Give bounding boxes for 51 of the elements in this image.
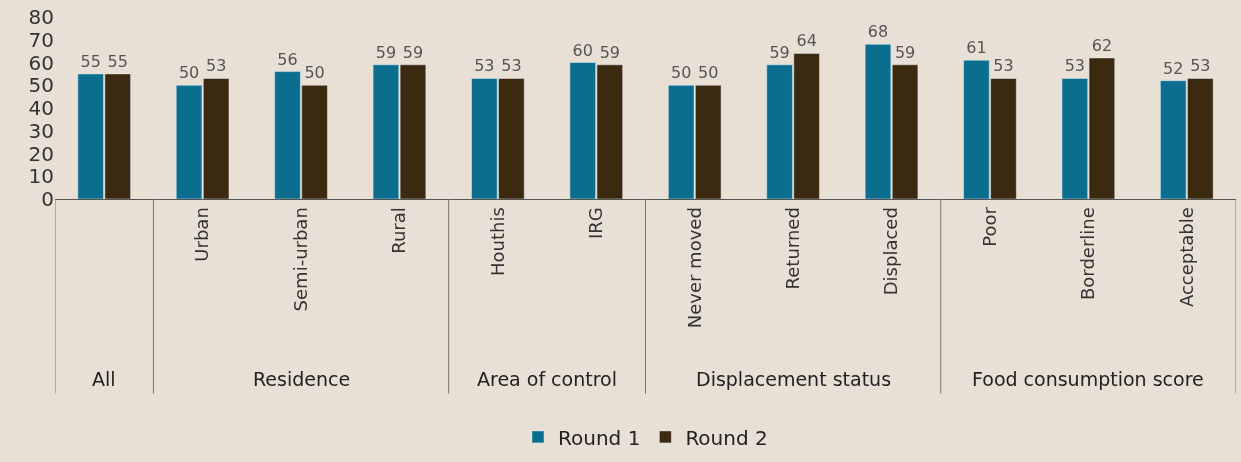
data-label: 53 [993,56,1014,76]
data-label: 59 [402,42,424,62]
y-tick-label: 70 [28,27,54,52]
data-label: 50 [178,63,200,83]
text: Displacement status [696,368,892,390]
data-label: 64 [796,31,817,51]
data-label: 53 [205,56,227,76]
x-tick-label: Returned [781,207,803,290]
data-label: 55 [80,51,101,71]
x-tick-label: Borderline [1077,207,1099,301]
x-tick-label: Acceptable [1175,207,1197,308]
y-tick-label: 0 [41,187,54,211]
text: Food consumption score [972,368,1204,390]
data-label: 53 [474,56,495,76]
x-tick-label: Houthis [486,207,508,277]
data-label: 52 [1163,58,1184,78]
data-label: 55 [107,51,128,71]
data-label: 50 [698,63,719,83]
data-label: 59 [769,42,790,62]
y-tick-label: 40 [28,96,54,120]
y-tick-label: 60 [28,50,54,75]
data-label: 59 [894,42,916,62]
y-tick-label: 10 [28,164,54,189]
x-tick-label: Displaced [880,207,902,296]
data-label: 50 [671,63,692,83]
text: Residence [253,368,351,390]
legend-label: Round 1 [558,425,641,450]
y-tick-label: 80 [28,5,54,29]
text: All [92,368,116,390]
y-tick-label: 50 [28,73,54,98]
x-tick-label: Rural [388,207,410,254]
legend-label: Round 2 [685,425,768,450]
data-label: 53 [1064,56,1086,76]
x-tick-label: Poor [978,206,1000,247]
data-label: 59 [375,42,397,62]
x-tick-label: Semi-urban [289,207,311,312]
data-label: 50 [304,63,325,83]
data-label: 53 [1190,56,1211,76]
data-label: 53 [501,56,522,76]
data-label: 68 [867,22,889,42]
data-label: 61 [966,38,987,58]
x-tick-label: Urban [191,207,213,262]
y-tick-label: 20 [28,141,54,166]
data-label: 62 [1091,35,1113,55]
y-tick-label: 30 [28,118,54,143]
x-tick-label: Never moved [683,207,705,329]
data-label: 59 [599,42,620,62]
text: Area of control [477,368,617,390]
data-label: 60 [572,40,593,60]
data-label: 56 [277,49,298,69]
x-tick-label: IRG [585,207,607,239]
